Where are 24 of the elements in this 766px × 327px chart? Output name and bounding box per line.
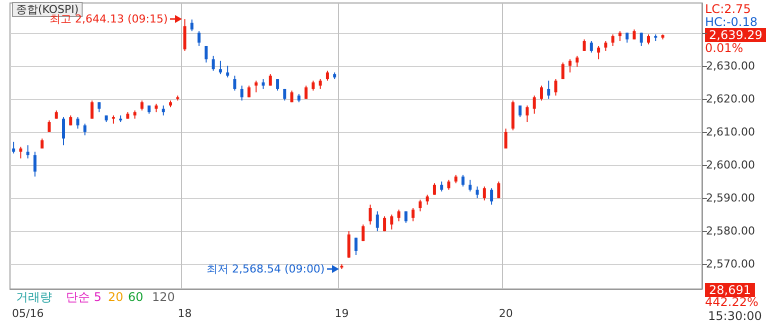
y-tick-label: 2,570.00 (706, 258, 755, 271)
x-tick-label: 20 (498, 307, 513, 320)
text: 120 (152, 290, 175, 304)
y-tick-label: 2,580.00 (706, 224, 755, 238)
annotation: 최저 2,568.54 (09:00) (206, 262, 325, 276)
text: 20 (108, 290, 124, 304)
x-tick-label: 18 (178, 307, 192, 320)
y-tick-label: 2,600.00 (706, 158, 755, 172)
y-tick-label: 2,590.00 (706, 192, 755, 205)
text: 0.01% (705, 41, 744, 55)
x-tick-label: 05/16 (12, 307, 44, 320)
y-tick-label: 2,610.00 (706, 125, 755, 138)
x-tick-label: 19 (334, 307, 349, 320)
text: 28,691 (709, 283, 751, 297)
y-tick-label: 2,620.00 (706, 92, 755, 106)
text: 단순 5 (66, 290, 102, 304)
text: 15:30:00 (708, 309, 762, 323)
text: 거래량 (16, 290, 52, 304)
text: 2,639.29 (709, 28, 762, 42)
y-tick-label: 2,630.00 (706, 59, 755, 72)
text: 442.22% (705, 295, 758, 309)
text: 60 (128, 290, 144, 304)
text: HC:-0.18 (705, 15, 758, 29)
text: LC:2.75 (705, 2, 751, 16)
